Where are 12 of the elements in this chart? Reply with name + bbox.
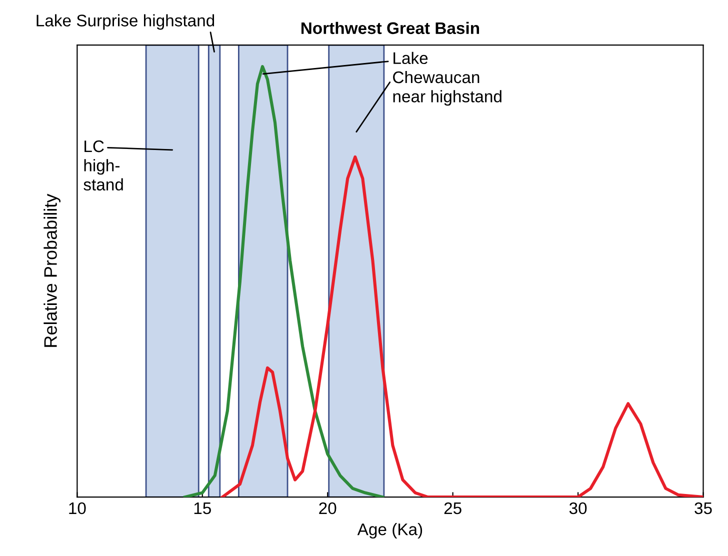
x-tick-label: 10	[69, 502, 86, 514]
x-tick-label: 20	[319, 502, 336, 514]
band-label: Lake Chewaucan near highstand	[393, 52, 502, 106]
x-tick-label: 35	[694, 502, 712, 514]
x-tick-label: 30	[569, 502, 587, 514]
x-axis-title: Age (Ka)	[357, 523, 422, 539]
band-label: LC high- stand	[84, 140, 123, 191]
band-label: Lake Surprise highstand	[36, 14, 214, 30]
chart-title: Northwest Great Basin	[301, 22, 480, 34]
y-axis-title: Relative Probability	[44, 194, 60, 347]
x-tick-label: 15	[194, 502, 211, 514]
x-tick-label: 25	[444, 502, 462, 514]
